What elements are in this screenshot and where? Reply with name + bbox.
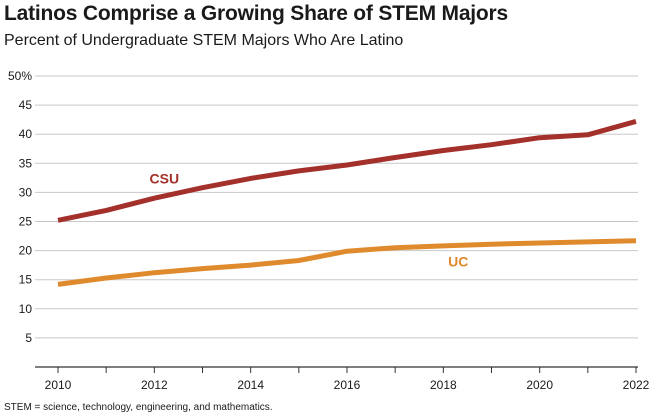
y-tick-label-20: 20 bbox=[19, 244, 33, 258]
chart-subtitle: Percent of Undergraduate STEM Majors Who… bbox=[4, 32, 404, 49]
series-lines bbox=[57, 118, 637, 287]
y-axis: 5 10 15 20 25 30 35 40 45 50% bbox=[8, 69, 32, 345]
y-tick-label-30: 30 bbox=[19, 185, 33, 199]
y-tick-label-40: 40 bbox=[19, 127, 33, 141]
footnote: STEM = science, technology, engineering,… bbox=[4, 402, 273, 413]
y-tick-label-25: 25 bbox=[19, 215, 33, 229]
series-label-csu: CSU bbox=[150, 171, 180, 187]
series-line-uc bbox=[57, 238, 637, 287]
x-tick-label-2018: 2018 bbox=[430, 378, 457, 392]
y-tick-label-35: 35 bbox=[19, 156, 33, 170]
gridlines bbox=[35, 75, 638, 339]
series-line-csu bbox=[57, 118, 637, 223]
y-tick-label-5: 5 bbox=[25, 331, 32, 345]
x-tick-label-2022: 2022 bbox=[623, 378, 650, 392]
x-tick-label-2010: 2010 bbox=[45, 378, 72, 392]
chart-title: Latinos Comprise a Growing Share of STEM… bbox=[4, 2, 509, 25]
x-tick-label-2016: 2016 bbox=[334, 378, 361, 392]
x-axis: 2010 2012 2014 2016 2018 2020 2022 bbox=[35, 366, 650, 392]
x-tick-label-2014: 2014 bbox=[237, 378, 264, 392]
y-tick-label-10: 10 bbox=[19, 302, 33, 316]
y-tick-label-15: 15 bbox=[19, 273, 33, 287]
y-tick-label-45: 45 bbox=[19, 98, 33, 112]
series-label-uc: UC bbox=[448, 253, 468, 269]
y-tick-label-50: 50% bbox=[8, 69, 32, 83]
x-tick-label-2012: 2012 bbox=[141, 378, 168, 392]
x-tick-label-2020: 2020 bbox=[526, 378, 553, 392]
